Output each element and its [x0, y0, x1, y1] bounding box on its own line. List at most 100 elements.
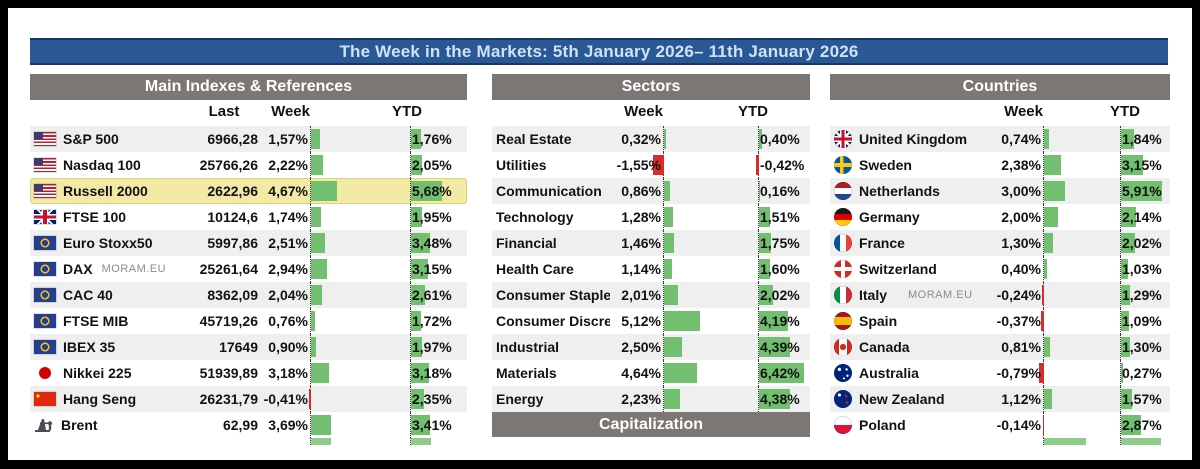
ytd-bar [411, 285, 426, 305]
week-bar-zone [310, 178, 365, 204]
column-gap [1075, 204, 1120, 230]
table-row: IBEX 35 17649 0,90% 1,97% [30, 334, 467, 360]
column-gap [365, 126, 410, 152]
flag-canada-icon [834, 338, 852, 356]
column-gap [1075, 282, 1120, 308]
ytd-bar [1121, 415, 1142, 435]
week-bar [664, 129, 667, 149]
name-cell: CAC 40 [30, 282, 188, 308]
week-bar-zone [310, 308, 365, 334]
flag-sweden-icon [834, 156, 852, 174]
ytd-bar-zone: 2,35% [410, 386, 467, 412]
ytd-bar-zone: 4,19% [758, 308, 810, 334]
column-gap [700, 204, 758, 230]
ytd-bar [411, 207, 422, 227]
last-value: 25766,26 [199, 157, 258, 173]
week-bar-zone [663, 204, 700, 230]
table-row: Health Care 1,14% 1,60% [492, 256, 810, 282]
page-background: The Week in the Markets: 5th January 202… [8, 8, 1192, 460]
flag-eu-icon [34, 340, 56, 354]
ytd-value: 4,38% [760, 391, 800, 407]
week-bar [664, 233, 675, 253]
week-bar-zone [310, 360, 365, 386]
column-gap [1075, 152, 1120, 178]
column-header-ytd: YTD [738, 103, 768, 120]
column-gap [365, 334, 410, 360]
column-gap [700, 256, 758, 282]
name-cell: Brent [30, 412, 188, 438]
week-value: 0,81% [1001, 339, 1041, 355]
country-name: Switzerland [859, 261, 937, 277]
table-row: New Zealand 1,12% 1,57% [830, 386, 1170, 412]
ytd-bar [1121, 337, 1131, 357]
ytd-value: 2,87% [1122, 417, 1162, 433]
week-bar [1038, 363, 1044, 383]
ytd-value: 1,30% [1122, 339, 1162, 355]
ytd-bar [759, 129, 762, 149]
ytd-bar-zone: 0,40% [758, 126, 810, 152]
week-value: 2,22% [268, 157, 308, 173]
table-row: FTSE MIB 45719,26 0,76% 1,72% [30, 308, 467, 334]
country-name: Spain [859, 313, 898, 329]
name-cell: Canada [830, 334, 990, 360]
week-value: 1,14% [621, 261, 661, 277]
column-gap [365, 360, 410, 386]
moram-watermark: MORAM.EU [908, 289, 973, 301]
flag-switzerland-icon [834, 260, 852, 278]
table-row: Energy 2,23% 4,38% [492, 386, 810, 412]
ytd-bar-zone: 1,09% [1120, 308, 1170, 334]
table-row: Industrial 2,50% 4,39% [492, 334, 810, 360]
ytd-bar [1121, 155, 1144, 175]
sector-name: Consumer Discre [496, 313, 610, 329]
sector-name: Industrial [496, 339, 560, 355]
last-value: 25261,64 [199, 261, 258, 277]
ytd-bar [1121, 233, 1136, 253]
ytd-bar-zone: 3,41% [410, 412, 467, 438]
week-value: 1,12% [1001, 391, 1041, 407]
ytd-bar-zone: 4,39% [758, 334, 810, 360]
column-header-week: Week [271, 103, 310, 120]
ytd-value: 2,35% [412, 391, 452, 407]
table-row: Financial 1,46% 1,75% [492, 230, 810, 256]
table-row: United Kingdom 0,74% 1,84% [830, 126, 1170, 152]
week-value: -0,79% [996, 365, 1041, 381]
name-cell: Energy [492, 386, 610, 412]
index-name: FTSE MIB [63, 313, 129, 329]
week-bar-zone [1043, 386, 1075, 412]
ytd-value: 1,03% [1122, 261, 1162, 277]
ytd-bar-zone: -0,42% [756, 152, 810, 178]
ytd-value: 2,61% [412, 287, 452, 303]
cutoff-bar-strip [30, 438, 467, 445]
table-row: Russell 2000 2622,96 4,67% 5,68% [30, 178, 467, 204]
ytd-value: 1,84% [1122, 131, 1162, 147]
page-title: The Week in the Markets: 5th January 202… [30, 38, 1168, 65]
ytd-bar [1121, 259, 1129, 279]
name-cell: FTSE MIB [30, 308, 188, 334]
country-name: Sweden [859, 157, 912, 173]
ytd-bar-zone: 3,48% [410, 230, 467, 256]
ytd-value: 5,91% [1122, 183, 1162, 199]
index-name: S&P 500 [63, 131, 119, 147]
country-name: Australia [859, 365, 919, 381]
column-gap [365, 412, 410, 438]
week-bar [311, 311, 316, 331]
ytd-bar [411, 181, 443, 201]
sector-name: Health Care [496, 261, 574, 277]
table-row: Switzerland 0,40% 1,03% [830, 256, 1170, 282]
name-cell: Poland [830, 412, 990, 438]
section-header-main-indexes: Main Indexes & References [30, 74, 467, 100]
week-value: -0,24% [996, 287, 1041, 303]
flag-us-icon [34, 132, 56, 146]
week-value: -0,41% [263, 391, 308, 407]
name-cell: Utilities [492, 152, 610, 178]
table-row: Sweden 2,38% 3,15% [830, 152, 1170, 178]
country-name: Netherlands [859, 183, 940, 199]
week-bar-zone [308, 386, 365, 412]
week-value: 2,23% [621, 391, 661, 407]
week-bar [1043, 415, 1044, 435]
name-cell: Real Estate [492, 126, 610, 152]
week-bar-zone [1043, 334, 1075, 360]
ytd-value: 5,68% [412, 183, 452, 199]
week-bar [664, 207, 673, 227]
week-value: 0,40% [1001, 261, 1041, 277]
